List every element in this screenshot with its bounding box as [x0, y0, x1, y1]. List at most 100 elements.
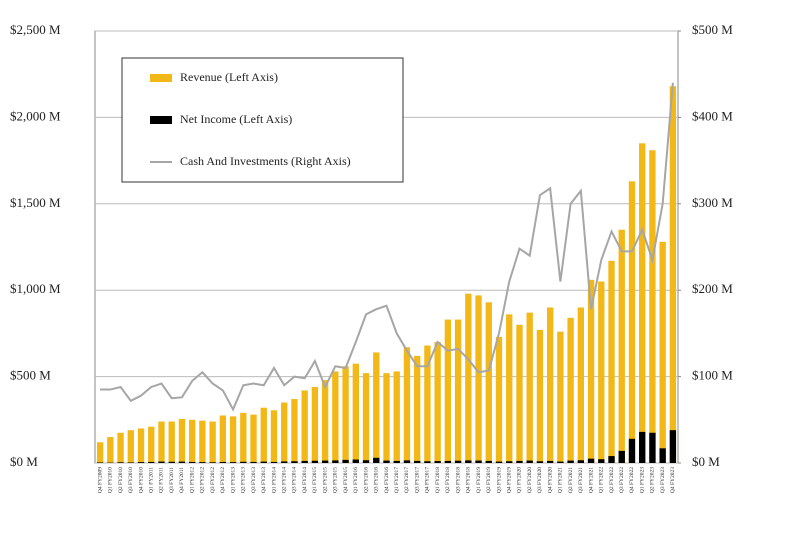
bar: [168, 421, 175, 463]
bar: [495, 461, 503, 463]
x-tick-label: Q4 FY2017: [425, 467, 431, 493]
bar: [434, 461, 441, 463]
x-tick-label: Q2 FY2011: [159, 467, 165, 493]
x-tick-label: Q2 FY2022: [609, 467, 615, 493]
x-tick-label: Q4 FY2009: [97, 467, 103, 493]
bar: [332, 371, 339, 463]
x-tick-label: Q4 FY2016: [384, 467, 390, 493]
bar: [96, 442, 104, 463]
y-tick-label: $2,000 M: [10, 108, 61, 123]
bar: [618, 229, 625, 463]
bar: [342, 366, 349, 463]
bar: [454, 460, 462, 463]
bar: [270, 461, 278, 463]
x-tick-label: Q4 FY2012: [220, 467, 226, 493]
bar: [281, 461, 288, 463]
bar: [546, 307, 554, 463]
bar: [383, 460, 390, 463]
bar: [557, 331, 564, 463]
y2-tick-label: $0 M: [692, 454, 720, 469]
bar: [608, 456, 615, 463]
x-tick-label: Q1 FY2019: [476, 467, 482, 493]
bar: [270, 410, 278, 463]
bar: [199, 462, 206, 463]
bar: [127, 462, 134, 463]
bar: [321, 380, 329, 463]
bar: [506, 461, 513, 463]
legend-swatch: [150, 74, 172, 82]
y-tick-label: $2,500 M: [10, 22, 61, 37]
x-tick-label: Q3 FY2022: [619, 467, 625, 493]
bar: [639, 143, 646, 463]
x-tick-label: Q3 FY2010: [128, 467, 134, 493]
x-tick-label: Q2 FY2020: [527, 467, 533, 493]
bar: [536, 461, 544, 463]
legend: Revenue (Left Axis) Net Income (Left Axis…: [121, 57, 404, 183]
bar: [250, 414, 257, 463]
x-tick-label: Q1 FY2011: [149, 467, 155, 493]
bar: [424, 345, 431, 463]
bar: [567, 460, 574, 463]
x-tick-label: Q2 FY2013: [241, 467, 247, 493]
x-tick-label: Q4 FY2014: [302, 467, 308, 493]
x-tick-label: Q2 FY2014: [281, 467, 287, 493]
bar: [127, 430, 134, 463]
x-tick-label: Q3 FY2018: [455, 467, 461, 493]
bar: [117, 432, 124, 463]
y2-tick-label: $400 M: [692, 108, 733, 123]
bar: [321, 460, 329, 463]
x-tick-label: Q1 FY2010: [108, 467, 114, 493]
bar: [281, 402, 288, 463]
bar: [414, 460, 421, 463]
bar: [577, 307, 585, 463]
y2-tick-label: $300 M: [692, 195, 733, 210]
bar: [393, 460, 400, 463]
x-tick-label: Q3 FY2021: [578, 467, 584, 493]
bar: [117, 462, 124, 463]
bar: [403, 347, 411, 463]
bar: [342, 459, 349, 463]
bar: [424, 461, 431, 463]
y-tick-label: $500 M: [10, 368, 51, 383]
x-tick-label: Q3 FY2020: [537, 467, 543, 493]
bar: [301, 390, 308, 463]
bar: [669, 430, 677, 463]
bar: [352, 459, 359, 463]
bar: [444, 460, 452, 463]
bar: [137, 462, 145, 463]
bar: [444, 319, 452, 463]
y2-tick-label: $500 M: [692, 22, 733, 37]
legend-label: Net Income (Left Axis): [180, 112, 292, 126]
bar: [659, 448, 666, 463]
bar: [598, 459, 605, 463]
bar: [669, 86, 677, 464]
bar: [485, 302, 492, 463]
x-tick-label: Q4 FY2020: [547, 467, 553, 493]
bar: [240, 461, 247, 463]
bar: [383, 373, 390, 463]
bar: [240, 412, 247, 463]
bar: [362, 373, 370, 463]
x-tick-label: Q3 FY2011: [169, 467, 175, 493]
bar: [628, 181, 636, 463]
bar: [148, 461, 155, 463]
bar: [209, 421, 216, 463]
bar: [199, 420, 206, 463]
bar: [96, 462, 104, 463]
x-tick-label: Q1 FY2018: [435, 467, 441, 493]
bar: [639, 431, 646, 463]
x-tick-label: Q3 FY2016: [374, 467, 380, 493]
bar: [137, 428, 145, 463]
bar: [373, 457, 380, 463]
bar: [577, 460, 585, 463]
bar: [188, 461, 196, 463]
bar: [219, 461, 227, 463]
legend-label: Cash And Investments (Right Axis): [180, 154, 351, 168]
x-tick-label: Q2 FY2023: [650, 467, 656, 493]
bar: [229, 416, 237, 463]
bar: [393, 371, 400, 463]
x-tick-label: Q3 FY2014: [292, 467, 298, 493]
bar: [526, 312, 533, 463]
bar: [107, 437, 114, 463]
bar: [301, 460, 308, 463]
